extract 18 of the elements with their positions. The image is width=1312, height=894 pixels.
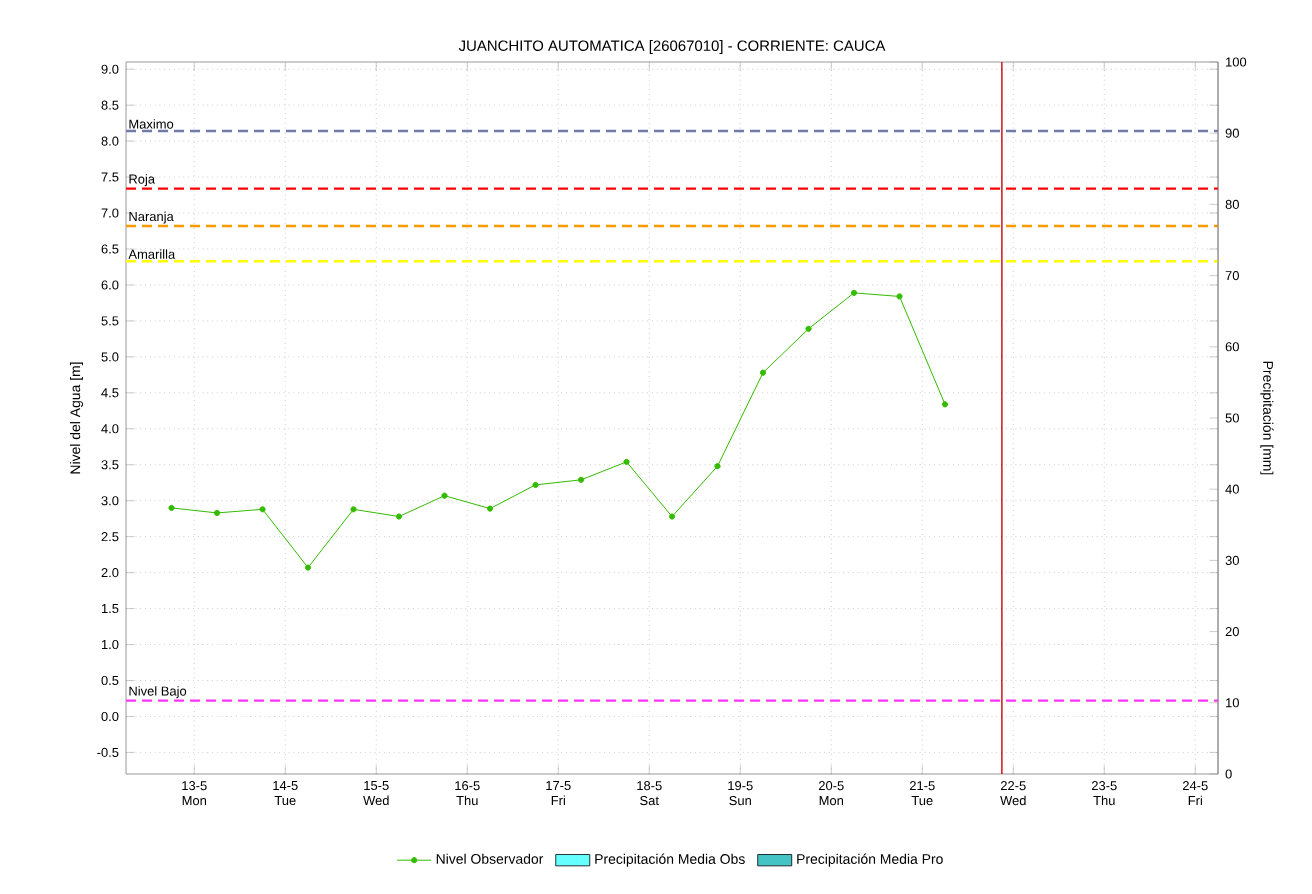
point [168,504,175,511]
point [759,369,767,376]
point [623,458,630,465]
point [668,513,676,520]
point [577,476,585,483]
point [395,513,403,520]
point [441,492,448,499]
point [350,506,357,513]
point [213,509,221,517]
point [304,564,312,571]
point [941,401,949,408]
point [896,293,903,300]
point [714,463,721,470]
point [532,481,539,488]
point [850,289,858,296]
point [805,325,812,332]
point [486,505,494,512]
point [259,506,266,513]
